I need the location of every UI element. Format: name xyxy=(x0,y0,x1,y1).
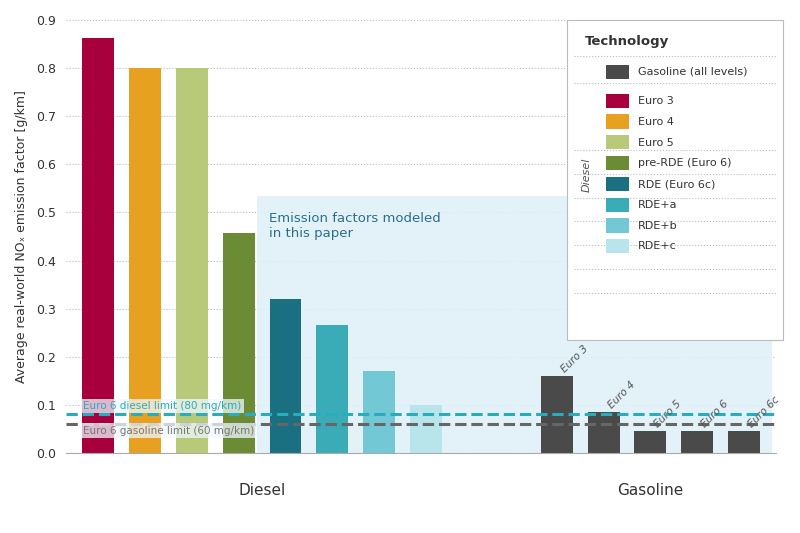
FancyBboxPatch shape xyxy=(606,198,629,212)
FancyBboxPatch shape xyxy=(606,239,629,253)
Bar xyxy=(728,431,760,453)
Bar xyxy=(176,68,208,453)
Text: Euro 3: Euro 3 xyxy=(559,343,590,374)
Text: Euro 6 gasoline limit (60 mg/km): Euro 6 gasoline limit (60 mg/km) xyxy=(83,425,254,435)
Text: RDE+a: RDE+a xyxy=(638,200,678,210)
FancyBboxPatch shape xyxy=(606,219,629,232)
Bar xyxy=(270,299,302,453)
Text: RDE+b: RDE+b xyxy=(638,221,678,231)
Bar xyxy=(222,232,254,453)
Text: Technology: Technology xyxy=(585,35,669,48)
Bar xyxy=(130,68,161,453)
FancyBboxPatch shape xyxy=(606,135,629,149)
Text: Gasoline: Gasoline xyxy=(618,483,683,498)
FancyBboxPatch shape xyxy=(606,115,629,128)
FancyBboxPatch shape xyxy=(606,177,629,191)
Text: Euro 5: Euro 5 xyxy=(638,138,674,148)
Text: Euro 6: Euro 6 xyxy=(699,399,730,430)
Bar xyxy=(316,326,348,453)
Bar xyxy=(410,405,442,453)
Text: Euro 4: Euro 4 xyxy=(638,117,674,127)
Bar xyxy=(634,431,666,453)
Bar xyxy=(588,412,619,453)
FancyBboxPatch shape xyxy=(606,94,629,108)
FancyBboxPatch shape xyxy=(606,156,629,170)
FancyBboxPatch shape xyxy=(566,20,783,341)
Bar xyxy=(682,431,713,453)
Text: Gasoline (all levels): Gasoline (all levels) xyxy=(638,67,747,77)
Text: Euro 6c: Euro 6c xyxy=(746,394,781,430)
Bar xyxy=(82,38,114,453)
Bar xyxy=(541,376,573,453)
Text: Diesel: Diesel xyxy=(238,483,286,498)
Text: Diesel: Diesel xyxy=(582,158,592,192)
Text: Euro 3: Euro 3 xyxy=(638,96,674,106)
Text: Euro 5: Euro 5 xyxy=(653,399,683,430)
Text: pre-RDE (Euro 6): pre-RDE (Euro 6) xyxy=(638,158,731,168)
Text: RDE+c: RDE+c xyxy=(638,241,677,252)
Text: Euro 4: Euro 4 xyxy=(606,379,637,410)
Text: RDE (Euro 6c): RDE (Euro 6c) xyxy=(638,179,715,189)
Bar xyxy=(363,371,395,453)
FancyBboxPatch shape xyxy=(606,64,629,79)
Text: Euro 6 diesel limit (80 mg/km): Euro 6 diesel limit (80 mg/km) xyxy=(83,401,242,410)
Y-axis label: Average real-world NOₓ emission factor [g/km]: Average real-world NOₓ emission factor [… xyxy=(15,90,28,383)
Bar xyxy=(257,196,771,453)
Text: Emission factors modeled
in this paper: Emission factors modeled in this paper xyxy=(269,213,440,240)
